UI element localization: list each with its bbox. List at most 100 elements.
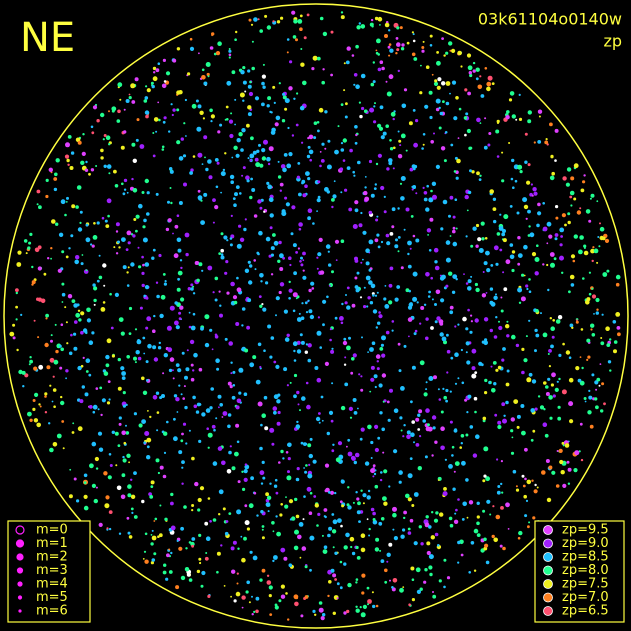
star	[224, 118, 227, 121]
star	[360, 533, 366, 538]
star	[463, 273, 465, 275]
star	[368, 527, 371, 531]
star	[366, 495, 371, 500]
star	[330, 73, 333, 77]
star	[152, 76, 158, 82]
star	[241, 595, 246, 600]
star	[102, 301, 106, 304]
star	[395, 37, 399, 40]
star	[444, 458, 447, 461]
star	[179, 305, 184, 310]
star	[45, 317, 48, 320]
star	[495, 368, 499, 372]
star	[439, 322, 444, 326]
star	[393, 408, 399, 414]
star	[493, 295, 498, 300]
star	[366, 586, 370, 590]
star	[374, 16, 379, 21]
star	[343, 62, 346, 65]
star	[65, 377, 67, 380]
star	[417, 413, 421, 417]
star	[120, 145, 125, 150]
star	[204, 521, 209, 526]
star	[373, 105, 376, 108]
star	[355, 491, 358, 494]
star	[595, 388, 598, 391]
star	[161, 145, 165, 149]
star	[167, 347, 173, 353]
star	[145, 360, 149, 364]
star	[51, 219, 56, 224]
star	[438, 126, 442, 130]
star	[389, 388, 393, 393]
star	[248, 503, 254, 509]
star	[452, 487, 456, 491]
star	[105, 135, 111, 140]
star	[376, 38, 381, 44]
star	[455, 176, 459, 180]
star	[247, 112, 252, 117]
star	[521, 474, 525, 478]
star	[276, 399, 281, 404]
star	[466, 360, 471, 365]
star	[236, 276, 239, 280]
star	[499, 248, 503, 252]
star	[583, 174, 586, 177]
star	[584, 400, 587, 403]
star	[319, 346, 323, 349]
star	[86, 318, 91, 323]
star	[422, 143, 425, 146]
star	[217, 394, 222, 399]
star	[162, 570, 167, 575]
star	[211, 424, 216, 429]
star	[222, 507, 226, 511]
star	[55, 158, 60, 163]
star	[430, 276, 434, 280]
star	[439, 332, 444, 337]
star	[67, 163, 70, 166]
star	[114, 184, 119, 188]
star	[462, 316, 467, 322]
star	[325, 244, 331, 249]
star	[448, 41, 453, 46]
star	[220, 232, 224, 236]
star	[531, 479, 534, 482]
star	[31, 280, 36, 285]
star	[306, 154, 311, 159]
star	[528, 225, 531, 228]
star	[80, 330, 84, 335]
star	[244, 218, 247, 221]
star	[94, 456, 99, 462]
star	[254, 96, 260, 101]
star	[494, 413, 498, 417]
star	[399, 587, 404, 593]
star	[475, 67, 480, 72]
star	[227, 413, 232, 417]
star	[426, 550, 431, 556]
star	[440, 426, 445, 432]
star	[219, 313, 223, 318]
star	[163, 563, 167, 567]
star	[489, 189, 495, 194]
star	[445, 399, 448, 403]
star	[17, 250, 22, 255]
star	[567, 212, 571, 216]
star	[448, 464, 453, 469]
star	[431, 181, 437, 186]
star	[615, 312, 621, 317]
star	[481, 237, 485, 241]
star	[569, 195, 573, 199]
star	[192, 395, 196, 400]
star	[194, 481, 199, 487]
star	[587, 410, 592, 415]
star	[350, 371, 354, 375]
star	[45, 178, 49, 182]
star	[346, 46, 351, 51]
star	[299, 260, 302, 263]
star	[302, 269, 305, 272]
star	[454, 461, 460, 466]
star	[489, 328, 493, 333]
star	[353, 83, 356, 86]
star	[93, 298, 97, 303]
star	[409, 167, 414, 172]
